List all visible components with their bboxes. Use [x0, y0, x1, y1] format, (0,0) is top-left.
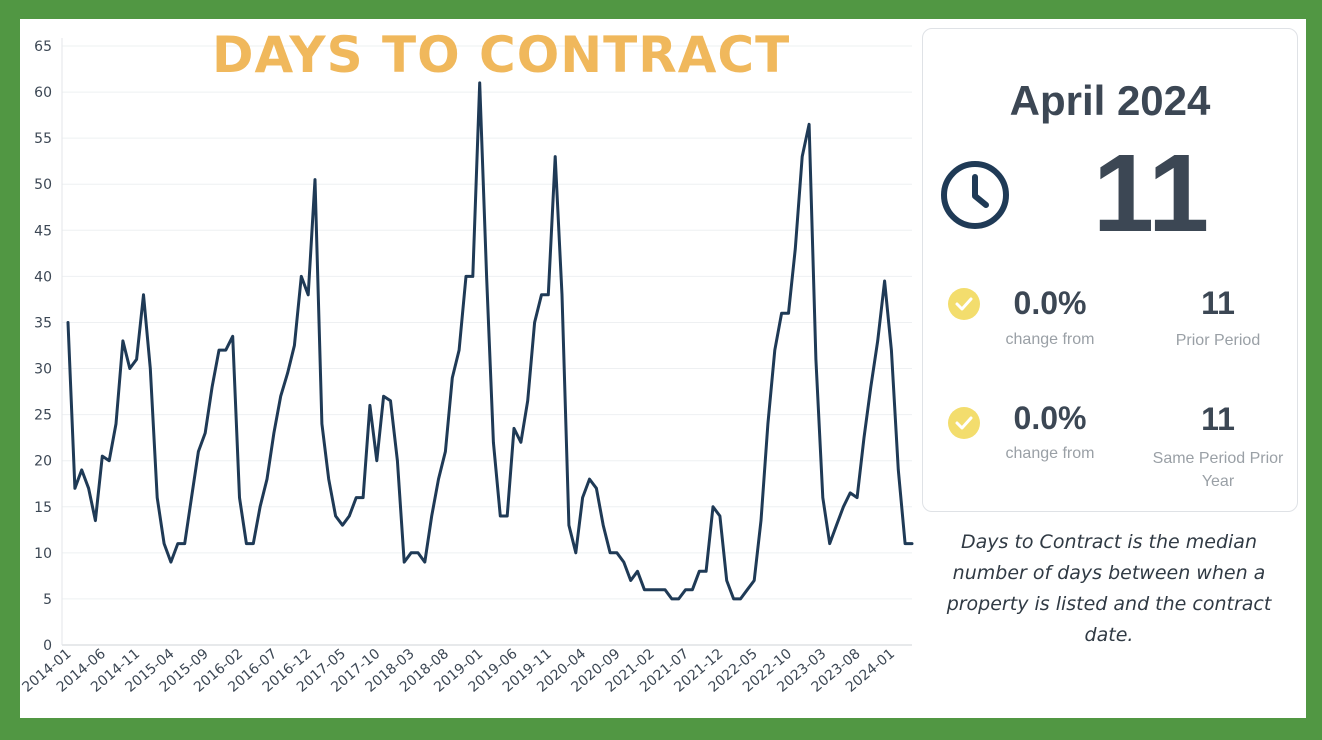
prior-year-change: 0.0% — [1013, 400, 1087, 436]
line-chart: 0 5 10 15 20 25 30 35 40 45 50 55 60 65 2014-012014-0… — [19, 38, 914, 696]
check-circle-icon — [948, 288, 980, 320]
y-tick-label: 45 — [34, 223, 52, 239]
y-tick-label: 60 — [34, 85, 52, 101]
clock-icon — [941, 161, 1009, 229]
prior-period-label: Prior Period — [1175, 332, 1261, 349]
description-text: Days to Contract is the median number of… — [946, 531, 1272, 646]
y-tick-label: 10 — [34, 546, 52, 562]
series-line-days-to-contract — [66, 81, 914, 601]
y-tick-label: 55 — [34, 131, 52, 147]
y-tick-label: 15 — [34, 500, 52, 516]
x-axis-ticks: 2014-012014-062014-112015-042015-092016-… — [19, 646, 898, 696]
prior-period-change: 0.0% — [1013, 285, 1087, 321]
y-tick-label: 20 — [34, 454, 52, 470]
stats-card: April 2024 11 0.0% change from 11 Prior … — [922, 28, 1298, 512]
current-value: 11 — [1092, 132, 1210, 255]
prior-year-value: 11 — [1201, 401, 1235, 437]
y-axis-ticks: 0 5 10 15 20 25 30 35 40 45 50 55 60 65 — [34, 39, 52, 654]
card-month: April 2024 — [1009, 77, 1211, 124]
prior-period-value: 11 — [1201, 285, 1235, 321]
prior-period-change-label: change from — [1005, 331, 1095, 348]
y-tick-label: 30 — [34, 362, 52, 378]
chart-title: DAYS TO CONTRACT — [212, 26, 791, 84]
y-tick-label: 35 — [34, 315, 52, 331]
y-tick-label: 25 — [34, 408, 52, 424]
check-circle-icon — [948, 407, 980, 439]
y-tick-label: 0 — [43, 638, 52, 654]
gridlines — [61, 38, 912, 646]
prior-year-label: Same Period Prior Year — [1152, 450, 1284, 490]
y-tick-label: 40 — [34, 269, 52, 285]
prior-year-change-label: change from — [1005, 445, 1095, 462]
y-tick-label: 65 — [34, 39, 52, 55]
y-tick-label: 50 — [34, 177, 52, 193]
y-tick-label: 5 — [43, 592, 52, 608]
